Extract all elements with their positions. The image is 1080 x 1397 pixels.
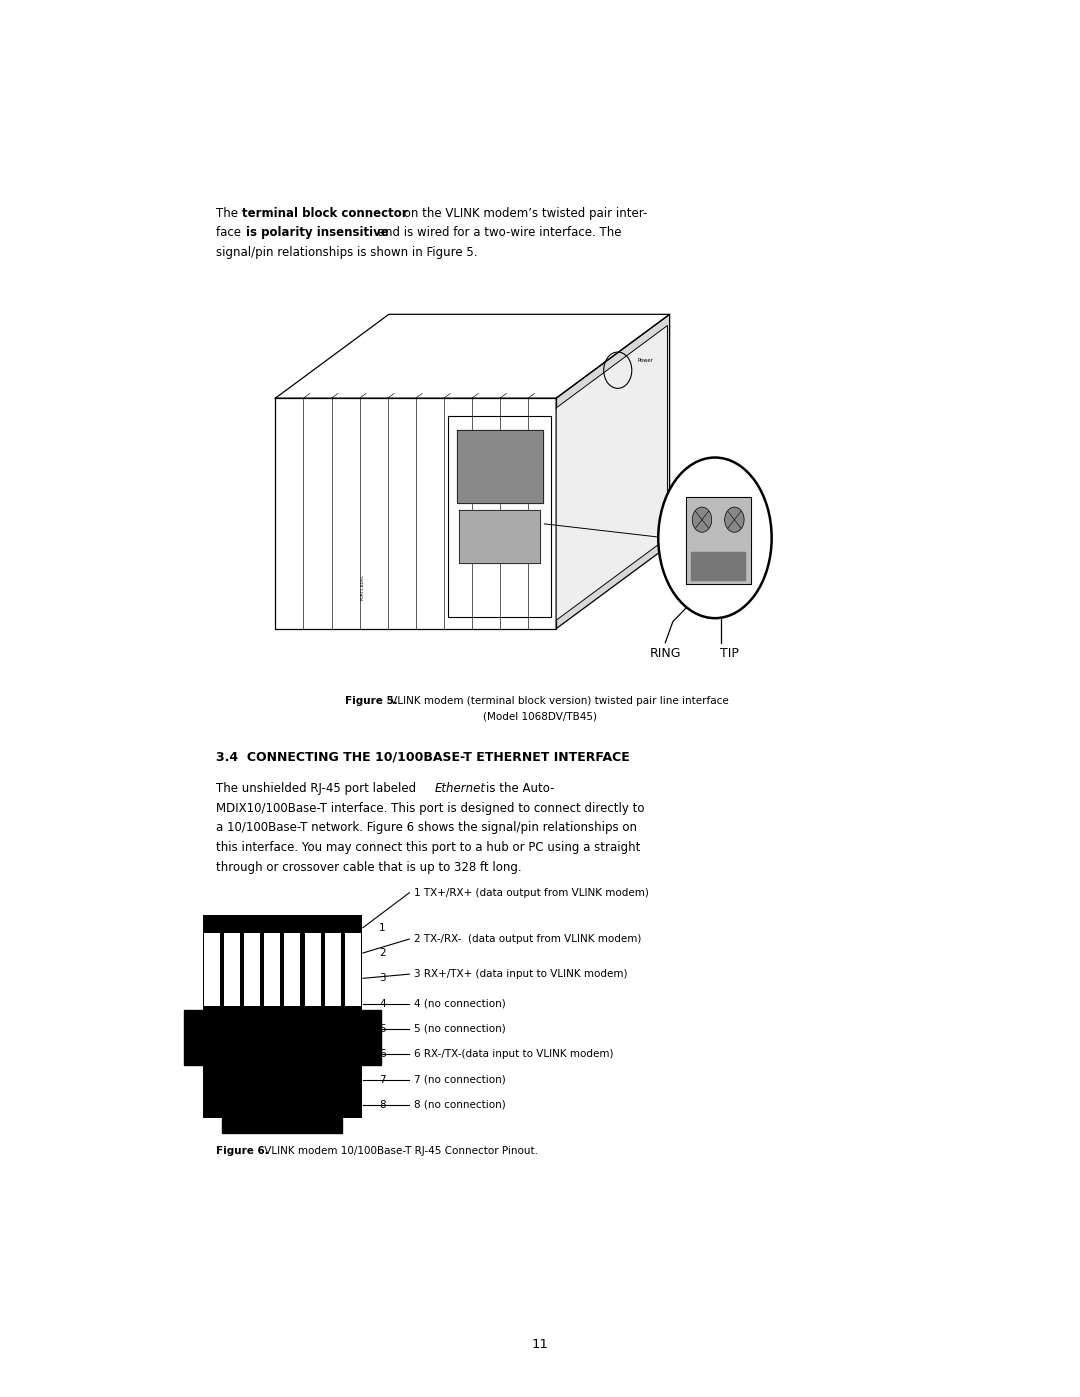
Text: 3: 3 [379,974,386,983]
Text: RING: RING [649,647,681,659]
Text: 7: 7 [379,1074,386,1084]
Bar [325,933,340,1006]
Text: 3 RX+/TX+ (data input to VLINK modem): 3 RX+/TX+ (data input to VLINK modem) [414,970,627,979]
Text: 5: 5 [379,1024,386,1034]
Text: 7 (no connection): 7 (no connection) [414,1074,505,1084]
Polygon shape [556,314,670,629]
Polygon shape [362,1010,381,1065]
Polygon shape [459,510,540,563]
Text: 1 TX+/RX+ (data output from VLINK modem): 1 TX+/RX+ (data output from VLINK modem) [414,887,648,898]
Bar [305,933,321,1006]
Text: and is wired for a two-wire interface. The: and is wired for a two-wire interface. T… [374,226,621,239]
Bar [203,915,362,1118]
Text: 3.4  CONNECTING THE 10/100BASE-T ETHERNET INTERFACE: 3.4 CONNECTING THE 10/100BASE-T ETHERNET… [216,750,630,763]
Text: 8 (no connection): 8 (no connection) [414,1099,505,1111]
Text: terminal block connector: terminal block connector [242,207,407,219]
Text: 4 (no connection): 4 (no connection) [414,999,505,1009]
Text: on the VLINK modem’s twisted pair inter-: on the VLINK modem’s twisted pair inter- [400,207,647,219]
Bar [225,933,240,1006]
Text: 8: 8 [379,1099,386,1111]
Polygon shape [556,326,667,620]
Text: Figure 5.: Figure 5. [345,696,397,705]
Text: (Model 1068DV/TB45): (Model 1068DV/TB45) [483,711,597,721]
Text: a 10/100Base-T network. Figure 6 shows the signal/pin relationships on: a 10/100Base-T network. Figure 6 shows t… [216,821,637,834]
Text: this interface. You may connect this port to a hub or PC using a straight: this interface. You may connect this por… [216,841,640,854]
Text: face: face [216,226,245,239]
Text: signal/pin relationships is shown in Figure 5.: signal/pin relationships is shown in Fig… [216,246,477,258]
Text: 2 TX-/RX-  (data output from VLINK modem): 2 TX-/RX- (data output from VLINK modem) [414,935,642,944]
Text: VLINK modem (terminal block version) twisted pair line interface: VLINK modem (terminal block version) twi… [387,696,728,705]
Bar [284,933,300,1006]
Polygon shape [222,1118,342,1133]
Ellipse shape [659,458,772,617]
Text: PORT1-BDVL: PORT1-BDVL [361,574,365,599]
Text: TIP: TIP [719,647,739,659]
Text: MDIX10/100Base-T interface. This port is designed to connect directly to: MDIX10/100Base-T interface. This port is… [216,802,645,814]
Text: Power: Power [637,358,653,363]
Text: through or crossover cable that is up to 328 ft long.: through or crossover cable that is up to… [216,861,522,873]
Bar [204,933,220,1006]
Polygon shape [686,497,751,584]
Text: 6 RX-/TX-(data input to VLINK modem): 6 RX-/TX-(data input to VLINK modem) [414,1049,613,1059]
Text: Ethernet: Ethernet [434,782,486,795]
Text: is the Auto-: is the Auto- [486,782,554,795]
Polygon shape [275,314,670,398]
Text: The unshielded RJ-45 port labeled: The unshielded RJ-45 port labeled [216,782,420,795]
Text: is polarity insensitive: is polarity insensitive [246,226,389,239]
Polygon shape [275,398,556,629]
Text: The: The [216,207,242,219]
Text: 4: 4 [379,999,386,1009]
Text: 11: 11 [531,1338,549,1351]
Text: 1: 1 [379,922,386,933]
Text: Figure 6.: Figure 6. [216,1146,269,1155]
Text: 2: 2 [379,949,386,958]
Polygon shape [184,1010,203,1065]
Circle shape [725,507,744,532]
Text: VLINK modem 10/100Base-T RJ-45 Connector Pinout.: VLINK modem 10/100Base-T RJ-45 Connector… [261,1146,538,1155]
Bar [345,933,361,1006]
Text: 6: 6 [379,1049,386,1059]
Polygon shape [457,430,543,503]
Polygon shape [691,552,745,580]
Circle shape [692,507,712,532]
Bar [244,933,260,1006]
Text: 5 (no connection): 5 (no connection) [414,1024,505,1034]
Bar [265,933,281,1006]
